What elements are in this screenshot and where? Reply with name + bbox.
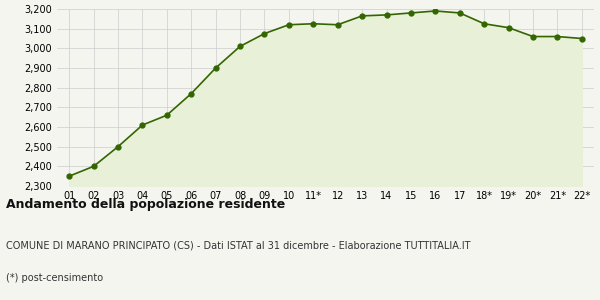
Text: Andamento della popolazione residente: Andamento della popolazione residente [6,198,285,211]
Text: (*) post-censimento: (*) post-censimento [6,273,103,283]
Text: COMUNE DI MARANO PRINCIPATO (CS) - Dati ISTAT al 31 dicembre - Elaborazione TUTT: COMUNE DI MARANO PRINCIPATO (CS) - Dati … [6,240,470,250]
